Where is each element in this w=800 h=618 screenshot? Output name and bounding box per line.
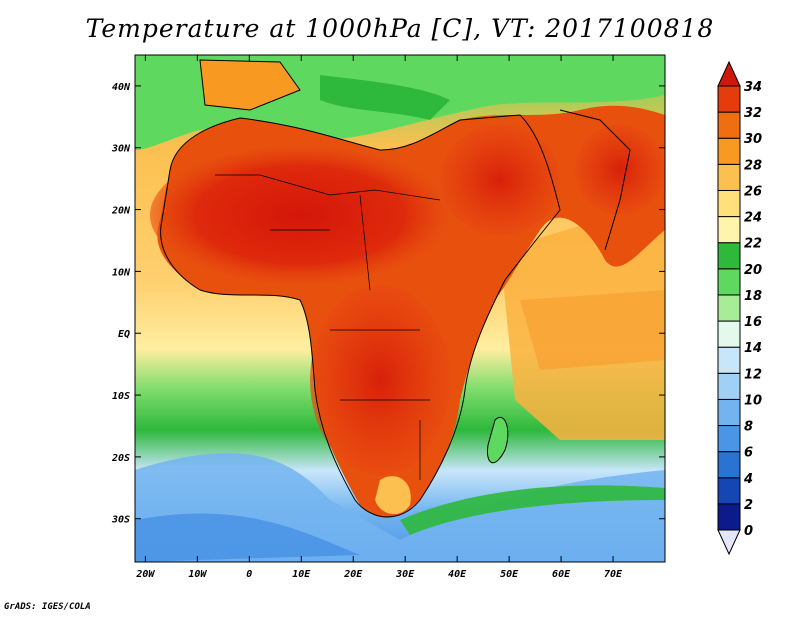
colorbar-segment — [717, 372, 741, 400]
madagascar-coastline — [486, 417, 509, 463]
lat-tick-label: 20S — [111, 453, 130, 464]
lat-tick-label: 40N — [112, 82, 131, 93]
lat-tick-label: 30N — [111, 144, 131, 155]
colorbar-segment — [717, 216, 741, 244]
colorbar-segment — [717, 242, 741, 270]
lat-tick-label: 30S — [111, 515, 130, 526]
colorbar-label: 20 — [744, 263, 762, 278]
colorbar-label: 0 — [744, 524, 753, 539]
lon-tick-label: 10W — [188, 569, 207, 580]
colorbar-label: 6 — [744, 446, 753, 461]
lon-tick-label: 30E — [395, 569, 415, 580]
colorbar-label: 14 — [744, 341, 762, 356]
colorbar-label: 32 — [744, 106, 762, 121]
colorbar-segment — [717, 320, 741, 348]
south-asia-hot-core — [575, 125, 665, 215]
colorbar-segment — [717, 425, 741, 453]
colorbar-segment — [717, 85, 741, 113]
lon-tick-label: 70E — [604, 569, 623, 580]
arabia-hot-core — [440, 125, 560, 235]
country-borders — [215, 174, 441, 480]
colorbar-under-triangle — [717, 529, 741, 556]
colorbar-segment — [717, 346, 741, 374]
colorbar-segment — [717, 111, 741, 139]
credit-label: GrADS: IGES/COLA — [4, 602, 91, 612]
colorbar-label: 30 — [744, 132, 762, 147]
lon-tick-label: 20E — [343, 569, 363, 580]
colorbar-label: 2 — [744, 498, 753, 513]
colorbar-label: 12 — [744, 367, 762, 382]
temperature-field — [135, 55, 665, 562]
axis-ticks: 20W 10W 0 10E 20E 30E 40E 50E 60E 70E 40N 30N 20N 10N… — [111, 55, 665, 580]
indian-ocean-core — [520, 290, 665, 370]
iberia-coastline — [199, 59, 301, 111]
colorbar-label: 34 — [744, 80, 762, 95]
colorbar-label: 22 — [744, 237, 762, 252]
iberia-warm — [200, 60, 300, 110]
lon-tick-label: 60E — [552, 569, 571, 580]
southern-colder-water — [135, 513, 360, 562]
colorbar-segment — [717, 503, 741, 531]
southern-green-band — [400, 485, 665, 535]
mediterranean-sea — [320, 75, 450, 120]
lat-tick-label: EQ — [118, 329, 130, 340]
colorbar-over-triangle — [717, 60, 741, 87]
colorbar-segment — [717, 268, 741, 296]
lon-tick-label: 0 — [246, 569, 252, 580]
lat-tick-label: 10N — [112, 267, 131, 278]
lat-tick-label: 20N — [111, 206, 131, 217]
colorbar-label: 18 — [744, 289, 762, 304]
colorbar-segment — [717, 477, 741, 505]
lon-tick-label: 40E — [448, 569, 467, 580]
map-title: Temperature at 1000hPa [C], VT: 20171008… — [85, 14, 715, 43]
colorbar-label: 26 — [744, 184, 762, 199]
colorbar-segment — [717, 398, 741, 427]
colorbar-segment — [717, 189, 741, 218]
colorbar-segment — [717, 137, 741, 165]
colorbar-segment — [717, 294, 741, 322]
colorbar-segment — [717, 163, 741, 191]
colorbar-label: 24 — [744, 211, 762, 226]
colorbar-label: 10 — [744, 393, 762, 408]
highveld-cooler — [375, 476, 411, 515]
lat-tick-label: 10S — [112, 391, 130, 402]
colorbar-label: 8 — [744, 420, 753, 435]
colorbar-label: 4 — [743, 472, 753, 487]
southern-africa-hot-core — [310, 285, 450, 475]
sahara-hot-core — [150, 145, 450, 285]
lon-tick-label: 10E — [292, 569, 311, 580]
south-asia-coastline — [559, 109, 631, 251]
madagascar — [487, 417, 508, 463]
colorbar-segment — [717, 451, 741, 479]
africa-coastline — [160, 114, 561, 518]
map-frame — [134, 54, 666, 563]
lon-tick-label: 20W — [135, 569, 155, 580]
colorbar-label: 16 — [744, 315, 762, 330]
coastlines — [160, 59, 631, 518]
lon-tick-label: 50E — [500, 569, 519, 580]
colorbar-label: 28 — [744, 158, 762, 173]
